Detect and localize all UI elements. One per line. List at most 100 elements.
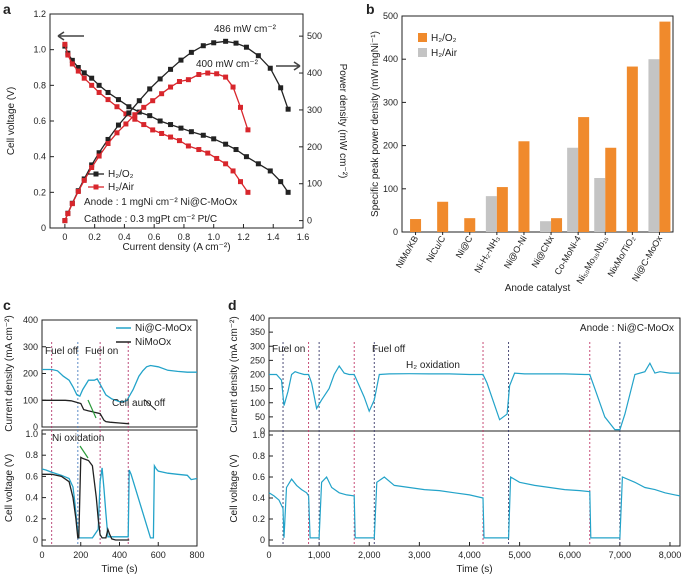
panel-a-marker — [176, 79, 182, 85]
panel-a-marker — [211, 136, 217, 142]
panel-a-marker — [196, 147, 202, 153]
panel-a-marker — [168, 122, 174, 128]
panel-a-xtick-label: 0.4 — [118, 232, 131, 242]
panel-c-xtick-label: 200 — [73, 550, 88, 560]
panel-b-category-label: NiCu/C — [424, 234, 447, 265]
panel-c-letter: c — [3, 297, 11, 313]
panel-a-marker — [185, 143, 191, 149]
panel-c-top-ylabel: Current density (mA cm⁻²) — [4, 315, 15, 431]
panel-a-marker — [178, 57, 184, 63]
panel-a-marker — [205, 70, 211, 76]
panel-a-marker — [96, 150, 102, 156]
panel-d-bottom-ytick-label: 0.6 — [252, 472, 265, 482]
panel-a-marker — [200, 132, 206, 138]
panel-a-marker — [132, 112, 138, 118]
panel-a-marker — [157, 118, 163, 124]
panel-d-xtick-label: 7,000 — [609, 550, 632, 560]
panel-a-xtick-label: 1.6 — [297, 232, 310, 242]
panel-a-marker — [96, 89, 102, 95]
panel-b-bar-o2 — [410, 219, 422, 232]
panel-a-marker — [114, 130, 120, 136]
panel-a-y2label: Power density (mW cm⁻²) — [337, 64, 348, 179]
panel-a-xlabel: Current density (A cm⁻²) — [122, 242, 230, 253]
panel-a-marker — [75, 68, 81, 74]
panel-b-bar-o2 — [578, 117, 590, 232]
panel-d-xtick-label: 5,000 — [508, 550, 531, 560]
panel-b-bar-o2 — [626, 66, 638, 232]
panel-d-bottom-frame — [268, 430, 681, 547]
panel-d-xtick-label: 4,000 — [458, 550, 481, 560]
panel-a-marker — [65, 52, 71, 58]
panel-b-category-label: Ni-H₂-NH₃ — [472, 234, 501, 275]
panel-d-xtick-label: 1,000 — [308, 550, 331, 560]
panel-c-black-arrow — [144, 399, 157, 411]
panel-b-legend-label: H₂/O₂ — [431, 33, 457, 44]
panel-d-annotation-fuel-on: Fuel on — [272, 344, 305, 355]
panel-b: b 0 100 200 300 400 500 NiMo/KB NiCu/C Ni@CNi-H₂-… — [366, 1, 674, 294]
panel-d-annotation-anode: Anode : Ni@C-MoOx — [580, 323, 674, 334]
panel-a-marker — [214, 71, 220, 77]
panel-a-marker — [159, 91, 165, 97]
panel-a-marker — [233, 147, 239, 153]
panel-d-bottom-ylabel: Cell voltage (V) — [229, 454, 240, 522]
panel-a-marker — [62, 218, 68, 224]
panel-a-marker — [185, 77, 191, 83]
panel-b-bar-o2 — [551, 218, 563, 232]
panel-c-top-ytick-label: 300 — [23, 342, 38, 352]
panel-d-top-ytick-label: 250 — [250, 355, 265, 365]
panel-a-ytick-label: 0 — [41, 223, 46, 233]
panel-a-marker — [188, 129, 194, 135]
panel-a-marker — [81, 177, 87, 183]
panel-d-top-ytick-label: 400 — [250, 313, 265, 323]
panel-a-marker — [114, 104, 120, 110]
panel-c-legend-label: Ni@C-MoOx — [135, 323, 192, 334]
panel-a-y2tick-label: 500 — [307, 31, 322, 41]
panel-a-marker — [105, 141, 111, 147]
panel-a-xtick-label: 0.8 — [178, 232, 191, 242]
panel-a-marker — [223, 38, 229, 44]
panel-d-top-ytick-label: 150 — [250, 384, 265, 394]
panel-d-top-ylabel: Current density (mA cm⁻²) — [229, 316, 240, 432]
panel-b-category-label: NiMo/KB — [394, 234, 420, 270]
panel-a-marker — [81, 75, 87, 81]
panel-a-marker — [223, 74, 229, 80]
panel-c-bottom-frame — [41, 429, 198, 547]
panel-a-legend-marker — [93, 171, 99, 177]
panel-d-bottom-ytick-label: 1.0 — [252, 430, 265, 440]
panel-a-marker — [245, 127, 251, 133]
panel-c-xtick-label: 0 — [39, 550, 44, 560]
panel-c-annotation-fuel-off: Fuel off — [45, 346, 78, 357]
panel-a-marker — [147, 113, 153, 119]
panel-c-series-line — [42, 364, 197, 403]
panel-a-legend-label: H₂/O₂ — [108, 169, 134, 180]
panel-a-marker — [65, 211, 71, 217]
panel-c-top-ytick-label: 400 — [23, 315, 38, 325]
panel-a-marker — [230, 84, 236, 90]
panel-b-bar-o2 — [464, 218, 476, 232]
panel-b-ytick-label: 200 — [383, 141, 398, 151]
panel-a-marker — [147, 86, 153, 92]
panel-a-xtick-label: 1.0 — [207, 232, 220, 242]
panel-a-marker — [196, 72, 202, 78]
panel-a-marker — [159, 130, 165, 136]
panel-b-bar-air — [485, 196, 497, 232]
panel-a-marker — [285, 189, 291, 195]
panel-a-marker — [115, 122, 121, 128]
panel-b-bar-o2 — [496, 187, 508, 232]
panel-a-marker — [278, 85, 284, 91]
panel-c-bottom-ytick-label: 0.2 — [25, 514, 38, 524]
panel-d-bottom-ytick-label: 0.4 — [252, 493, 265, 503]
panel-a-legend-label: H₂/Air — [108, 182, 135, 193]
panel-a-marker — [188, 49, 194, 55]
panel-b-bar-air — [567, 147, 579, 232]
panel-a-marker — [168, 84, 174, 90]
panel-a-marker — [89, 75, 95, 81]
panel-b-category-label: Co-MoNi-4 — [552, 234, 582, 277]
panel-a-marker — [211, 40, 217, 46]
panel-a-marker — [205, 150, 211, 156]
panel-c-xlabel: Time (s) — [101, 564, 137, 575]
panel-a-marker — [96, 82, 102, 88]
panel-a-marker — [285, 106, 291, 112]
panel-b-legend-swatch — [418, 48, 427, 57]
